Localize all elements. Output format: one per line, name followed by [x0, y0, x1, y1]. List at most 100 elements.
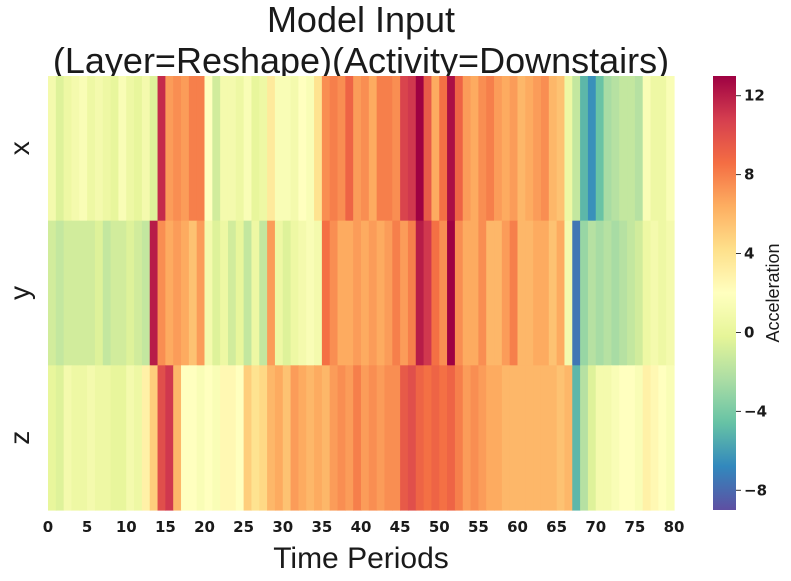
heatmap-cell-y-43 [384, 220, 393, 366]
heatmap-cell-z-22 [220, 365, 229, 511]
heatmap-cell-y-3 [71, 220, 80, 366]
heatmap-cell-x-44 [392, 76, 401, 222]
heatmap-cell-z-73 [619, 365, 628, 511]
heatmap-cell-x-72 [611, 76, 620, 222]
heatmap-cell-z-30 [282, 365, 292, 511]
heatmap-cell-x-1 [55, 76, 65, 222]
heatmap-cell-x-46 [407, 76, 417, 222]
heatmap-cell-y-70 [595, 220, 605, 366]
heatmap-cell-x-21 [212, 76, 221, 222]
heatmap-cell-z-24 [235, 365, 245, 511]
heatmap-cell-x-53 [462, 76, 472, 222]
heatmap-cell-z-3 [71, 365, 80, 511]
heatmap-cell-x-55 [478, 76, 487, 222]
heatmap-cell-x-28 [267, 76, 276, 222]
heatmap-cell-z-33 [306, 365, 315, 511]
heatmap-cell-y-18 [188, 220, 198, 366]
x-axis-label: Time Periods [273, 542, 449, 575]
heatmap-cell-z-67 [572, 365, 581, 511]
heatmap-cell-y-20 [204, 220, 213, 366]
heatmap-cell-x-78 [658, 76, 667, 222]
heatmap-cell-z-35 [321, 365, 331, 511]
heatmap-cell-z-53 [462, 365, 472, 511]
x-tick-label-75: 75 [624, 518, 645, 536]
heatmap-cell-x-71 [603, 76, 613, 222]
colorbar-tick-label: 12 [744, 87, 765, 105]
heatmap-cell-z-11 [134, 365, 143, 511]
heatmap-cell-x-77 [650, 76, 659, 222]
heatmap-cell-y-9 [118, 220, 127, 366]
heatmap-cell-x-10 [126, 76, 135, 222]
heatmap-cell-z-4 [79, 365, 88, 511]
heatmap-cell-y-57 [494, 220, 503, 366]
heatmap-cell-z-29 [274, 365, 284, 511]
heatmap-cell-z-37 [337, 365, 346, 511]
heatmap-cell-z-31 [290, 365, 300, 511]
heatmap-cell-z-58 [501, 365, 511, 511]
heatmap-cell-x-13 [149, 76, 159, 222]
heatmap-cell-y-32 [298, 220, 307, 366]
heatmap-cell-z-52 [454, 365, 464, 511]
heatmap-cell-z-40 [361, 365, 370, 511]
heatmap-cell-z-66 [564, 365, 573, 511]
heatmap-cell-y-33 [306, 220, 315, 366]
x-tick-label-30: 30 [272, 518, 293, 536]
heatmap-cell-z-78 [658, 365, 667, 511]
row-label-z: z [4, 431, 35, 445]
heatmap-cell-x-38 [345, 76, 354, 222]
heatmap-cell-y-75 [634, 220, 644, 366]
heatmap-cell-y-77 [650, 220, 659, 366]
heatmap-cell-y-25 [243, 220, 253, 366]
heatmap-cell-z-70 [595, 365, 605, 511]
heatmap-cell-y-38 [345, 220, 354, 366]
heatmap-cell-x-15 [165, 76, 174, 222]
x-tick-label-25: 25 [233, 518, 254, 536]
heatmap-cell-x-9 [118, 76, 127, 222]
heatmap-cell-z-32 [298, 365, 307, 511]
x-tick-label-10: 10 [116, 518, 137, 536]
heatmap-cell-z-16 [173, 365, 182, 511]
heatmap-cell-z-15 [165, 365, 174, 511]
chart-title-line-1: Model Input [267, 0, 455, 40]
heatmap-cell-x-65 [556, 76, 566, 222]
heatmap-cell-x-58 [501, 76, 511, 222]
heatmap-cell-z-2 [63, 365, 73, 511]
heatmap-cell-x-27 [259, 76, 268, 222]
colorbar-tick-label: −4 [744, 402, 767, 420]
heatmap-cell-y-24 [235, 220, 245, 366]
colorbar-ticks: −8 −4 0 4 8 12 [736, 87, 767, 499]
heatmap-cell-z-50 [439, 365, 448, 511]
heatmap-cell-y-12 [141, 220, 151, 366]
heatmap-cell-z-45 [400, 365, 409, 511]
heatmap-cell-y-27 [259, 220, 268, 366]
heatmap-cell-y-44 [392, 220, 401, 366]
heatmap-cell-z-55 [478, 365, 487, 511]
heatmap-cell-y-71 [603, 220, 613, 366]
heatmap-cell-y-37 [337, 220, 346, 366]
heatmap-cell-y-48 [423, 220, 433, 366]
colorbar-label: Acceleration [763, 243, 783, 342]
heatmap-cell-z-7 [102, 365, 112, 511]
heatmap-cell-x-26 [251, 76, 260, 222]
colorbar [713, 76, 736, 510]
heatmap-cell-y-10 [126, 220, 135, 366]
heatmap-cell-y-67 [572, 220, 581, 366]
heatmap-cell-z-9 [118, 365, 127, 511]
heatmap-cell-y-51 [447, 220, 456, 366]
heatmap-cell-z-42 [376, 365, 386, 511]
heatmap-cell-y-26 [251, 220, 260, 366]
heatmap-cell-z-63 [540, 365, 550, 511]
heatmap-cell-x-3 [71, 76, 80, 222]
heatmap-cell-y-31 [290, 220, 300, 366]
heatmap-cell-x-37 [337, 76, 346, 222]
colorbar-tick-label: 8 [744, 166, 754, 184]
heatmap-cell-x-25 [243, 76, 253, 222]
heatmap-cell-y-55 [478, 220, 487, 366]
heatmap-cell-z-8 [110, 365, 120, 511]
heatmap-cell-x-29 [274, 76, 284, 222]
heatmap-cell-y-17 [181, 220, 190, 366]
heatmap-cell-y-66 [564, 220, 573, 366]
heatmap-cell-z-75 [634, 365, 644, 511]
heatmap-cell-y-7 [102, 220, 112, 366]
heatmap-cell-x-32 [298, 76, 307, 222]
